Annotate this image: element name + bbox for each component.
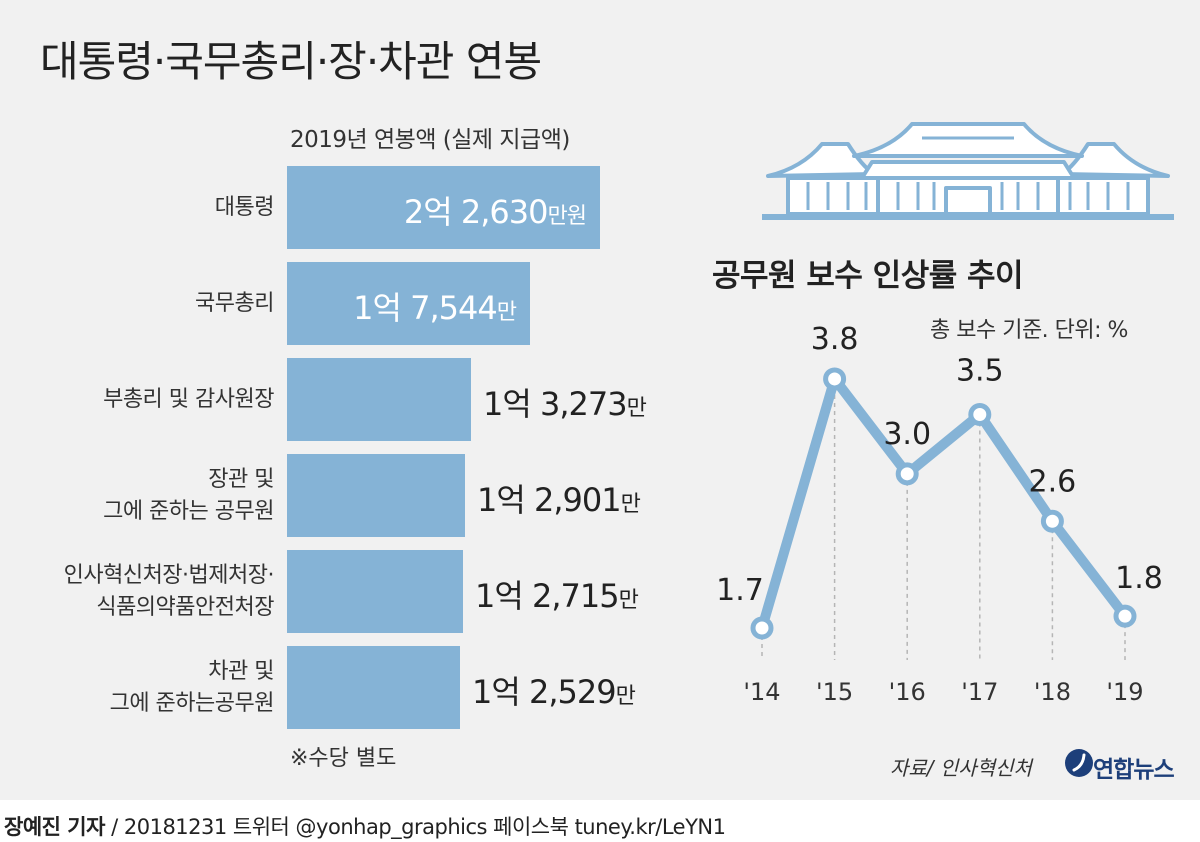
- bar-category-label: 국무총리: [195, 288, 274, 320]
- bar-category-line: 인사혁신처장·법제처장·: [63, 562, 275, 588]
- bar-value-unit: 만: [626, 395, 647, 421]
- bar-category-line: 국무총리: [195, 290, 274, 316]
- bar-category-line: 부총리 및 감사원장: [103, 386, 274, 412]
- data-point: [968, 403, 992, 427]
- x-tick-label: '17: [961, 678, 998, 706]
- line-chart-title: 공무원 보수 인상률 추이: [712, 258, 1024, 294]
- bar-value-unit: 만: [496, 299, 517, 325]
- source-text: 자료/ 인사혁신처: [890, 756, 1032, 780]
- x-tick-label: '14: [743, 678, 780, 706]
- bar-category-label: 대통령: [214, 192, 275, 224]
- bar-category-line: 차관 및: [208, 658, 274, 684]
- bar-value-label: 1억 7,544만: [353, 283, 517, 329]
- x-tick-label: '16: [889, 678, 926, 706]
- data-label: 1.8: [1115, 561, 1163, 596]
- bar-5: [287, 646, 460, 729]
- data-point: [895, 462, 919, 486]
- bar-value-unit: 만원: [547, 203, 587, 229]
- bar-chart-subtitle: 2019년 연봉액 (실제 지급액): [290, 127, 570, 153]
- bar-value-amount: 1억 2,901: [477, 480, 622, 519]
- bar-value-label: 1억 2,715만: [475, 571, 639, 617]
- data-label: 3.5: [956, 354, 1004, 389]
- raise-rate-line-chart: 1.7 '14 3.8 '15 3.0 '16 3.5 '17 2.6 '18 1.8 '19: [716, 322, 1163, 706]
- bar-value-amount: 1억 3,273: [483, 384, 628, 423]
- series-line: [757, 373, 1130, 633]
- bar-category-line: 대통령: [214, 194, 275, 220]
- x-tick-label: '19: [1106, 678, 1143, 706]
- bar-4: [287, 550, 463, 633]
- government-building-icon: [762, 122, 1174, 220]
- byline: 장예진 기자 / 20181231 트위터 @yonhap_graphics 페…: [4, 811, 726, 841]
- bar-value-amount: 2억 2,630: [403, 192, 549, 231]
- bar-value-unit: 만: [618, 587, 639, 613]
- bar-value-label: 1억 3,273만: [483, 379, 647, 425]
- byline-reporter: 장예진 기자: [4, 815, 105, 839]
- data-label: 2.6: [1029, 464, 1077, 499]
- bar-category-label: 부총리 및 감사원장: [103, 384, 274, 416]
- data-point: [750, 616, 774, 640]
- bar-0: [287, 166, 600, 249]
- x-tick-label: '18: [1034, 678, 1071, 706]
- bar-category-line: 식품의약품안전처장: [96, 594, 274, 620]
- bar-category-label: 인사혁신처장·법제처장· 식품의약품안전처장: [63, 560, 275, 624]
- bar-1: [287, 262, 530, 345]
- bar-value-label: 1억 2,529만: [472, 667, 636, 713]
- data-label: 1.7: [716, 573, 764, 608]
- data-point: [1113, 604, 1137, 628]
- yonhap-logo-text: 연합뉴스: [1093, 757, 1175, 783]
- bar-2: [287, 358, 471, 441]
- bar-category-line: 그에 준하는공무원: [109, 690, 275, 716]
- bar-category-line: 그에 준하는 공무원: [103, 498, 274, 524]
- bar-value-label: 2억 2,630만원: [403, 187, 587, 233]
- bar-category-line: 장관 및: [208, 466, 274, 492]
- bar-value-amount: 1억 7,544: [353, 288, 498, 327]
- byline-details: / 20181231 트위터 @yonhap_graphics 페이스북 tun…: [111, 815, 726, 839]
- main-title: 대통령·국무총리·장·차관 연봉: [40, 37, 542, 86]
- data-label: 3.8: [811, 322, 859, 357]
- data-point: [823, 367, 847, 391]
- line-chart-subtitle: 총 보수 기준. 단위: %: [930, 318, 1128, 343]
- bar-value-amount: 1억 2,715: [475, 576, 620, 615]
- bar-value-unit: 만: [615, 683, 636, 709]
- data-label: 3.0: [883, 417, 931, 452]
- footnote: ※수당 별도: [290, 746, 397, 771]
- bar-3: [287, 454, 465, 537]
- x-tick-label: '15: [816, 678, 853, 706]
- yonhap-logo-icon: [1065, 749, 1093, 777]
- bar-value-label: 1억 2,901만: [477, 475, 641, 521]
- bar-value-unit: 만: [620, 491, 641, 517]
- data-point: [1040, 509, 1064, 533]
- bar-value-amount: 1억 2,529: [472, 672, 617, 711]
